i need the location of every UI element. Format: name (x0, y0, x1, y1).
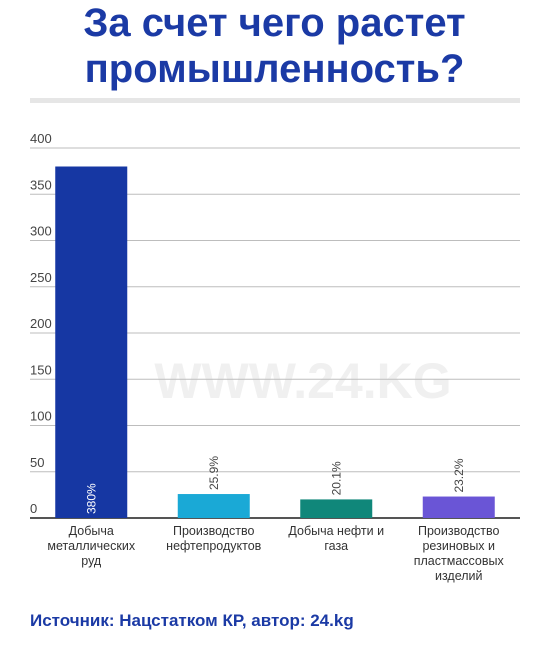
title-line-2: промышленность? (84, 47, 465, 91)
y-tick-label: 200 (30, 316, 52, 331)
x-tick-label: газа (324, 539, 348, 553)
bar-chart: WWW.24.KG 0 50 100 150 200 250 300 350 400 380% Доб… (0, 120, 549, 590)
data-label: 20.1% (329, 461, 343, 495)
y-tick-label: 400 (30, 131, 52, 146)
bar (177, 494, 250, 518)
x-tick-label: Добыча (69, 524, 114, 538)
x-tick-label: резиновых и (422, 539, 495, 553)
title-line-1: За счет чего растет (83, 1, 466, 45)
data-label: 25.9% (207, 456, 221, 490)
x-tick-label: Производство (418, 524, 500, 538)
x-tick-label: пластмассовых (414, 554, 505, 568)
x-tick-label: изделий (435, 569, 483, 583)
source-caption: Источник: Нацстатком КР, автор: 24.kg (30, 611, 354, 630)
x-tick-label: Добыча нефти и (288, 524, 384, 538)
y-tick-label: 350 (30, 177, 52, 192)
data-label: 380% (84, 483, 98, 514)
data-label: 23.2% (452, 458, 466, 492)
x-tick-label: металлических (47, 539, 135, 553)
y-tick-label: 250 (30, 270, 52, 285)
y-tick-label: 100 (30, 409, 52, 424)
y-tick-label: 50 (30, 455, 44, 470)
x-tick-label: руд (81, 554, 102, 568)
y-tick-label: 300 (30, 224, 52, 239)
bar (422, 496, 495, 518)
watermark: WWW.24.KG (154, 353, 451, 409)
chart-svg: WWW.24.KG 0 50 100 150 200 250 300 350 400 380% Доб… (30, 131, 520, 583)
bar (300, 499, 373, 518)
y-tick-label: 150 (30, 362, 52, 377)
bar (55, 166, 128, 518)
x-tick-label: Производство (173, 524, 255, 538)
page-title: За счет чего растет промышленность? (0, 0, 549, 92)
title-divider (30, 98, 520, 103)
y-tick-label: 0 (30, 501, 37, 516)
x-tick-label: нефтепродуктов (166, 539, 261, 553)
